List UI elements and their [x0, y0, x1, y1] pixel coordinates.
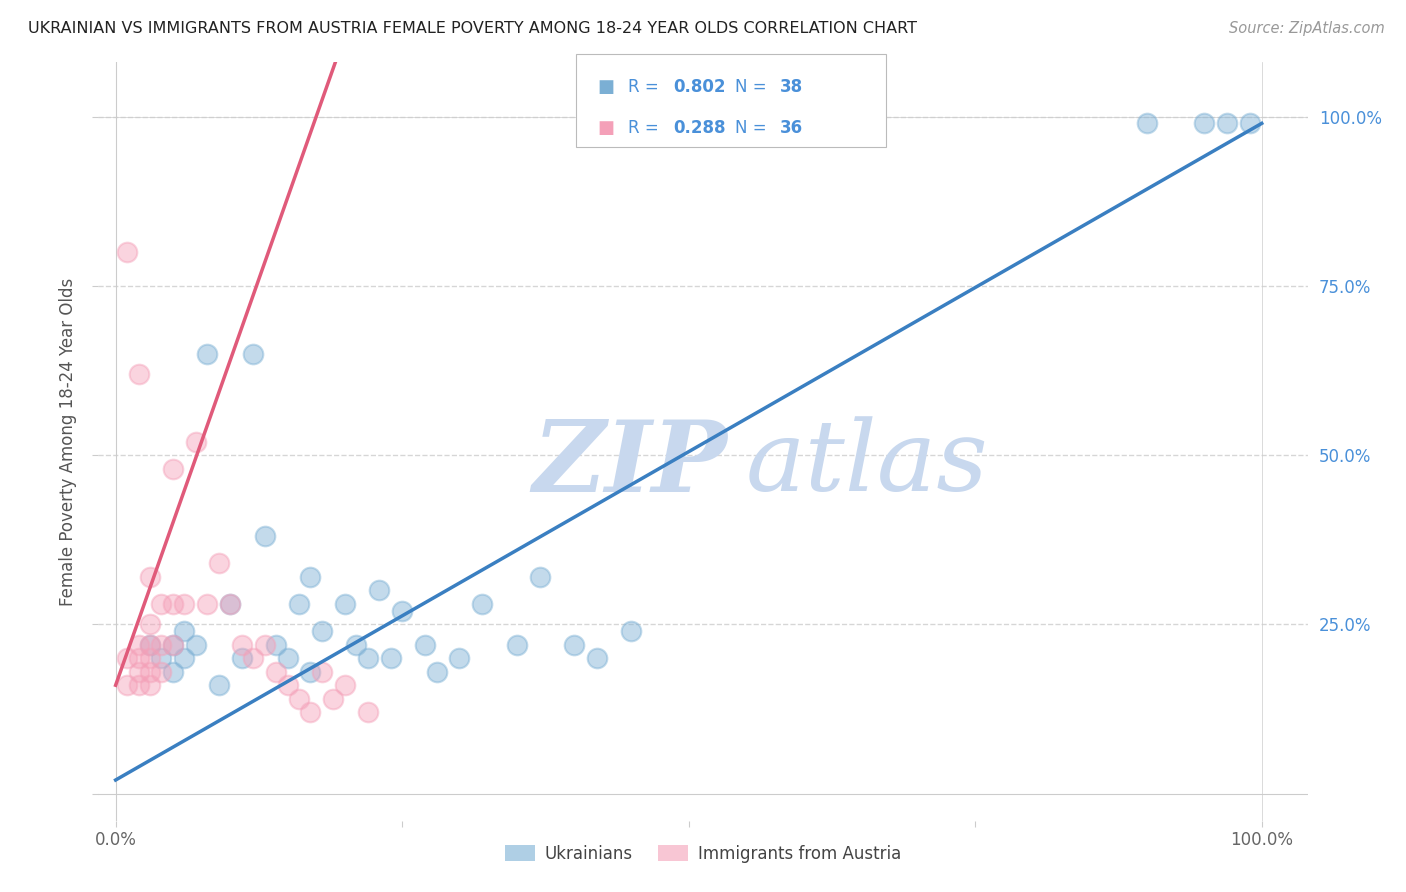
Text: UKRAINIAN VS IMMIGRANTS FROM AUSTRIA FEMALE POVERTY AMONG 18-24 YEAR OLDS CORREL: UKRAINIAN VS IMMIGRANTS FROM AUSTRIA FEM…	[28, 21, 917, 36]
Text: N =: N =	[735, 78, 772, 95]
Point	[288, 597, 311, 611]
Point	[139, 570, 162, 584]
Point	[162, 638, 184, 652]
Point	[184, 434, 207, 449]
Text: N =: N =	[735, 119, 772, 136]
Point	[128, 367, 150, 381]
Point	[380, 651, 402, 665]
Point	[391, 604, 413, 618]
Point	[195, 346, 218, 360]
Text: ■: ■	[598, 78, 614, 95]
Point	[529, 570, 551, 584]
Point	[162, 638, 184, 652]
Point	[139, 678, 162, 692]
Point	[1136, 116, 1159, 130]
Point	[231, 638, 253, 652]
Point	[242, 346, 264, 360]
Point	[1216, 116, 1239, 130]
Point	[195, 597, 218, 611]
Point	[173, 597, 195, 611]
Point	[264, 665, 287, 679]
Point	[128, 678, 150, 692]
Point	[620, 624, 643, 639]
Point	[162, 665, 184, 679]
Point	[231, 651, 253, 665]
Point	[311, 665, 333, 679]
Y-axis label: Female Poverty Among 18-24 Year Olds: Female Poverty Among 18-24 Year Olds	[59, 277, 77, 606]
Point	[139, 617, 162, 632]
Point	[253, 638, 276, 652]
Point	[219, 597, 242, 611]
Point	[184, 638, 207, 652]
Text: Source: ZipAtlas.com: Source: ZipAtlas.com	[1229, 21, 1385, 36]
Point	[139, 651, 162, 665]
Point	[208, 557, 231, 571]
Legend: Ukrainians, Immigrants from Austria: Ukrainians, Immigrants from Austria	[498, 838, 908, 869]
Point	[162, 597, 184, 611]
Point	[139, 638, 162, 652]
Point	[150, 665, 173, 679]
Point	[506, 638, 529, 652]
Point	[128, 665, 150, 679]
Point	[173, 651, 195, 665]
Point	[150, 638, 173, 652]
Text: 38: 38	[780, 78, 803, 95]
Point	[208, 678, 231, 692]
Point	[277, 651, 299, 665]
Point	[219, 597, 242, 611]
Point	[277, 678, 299, 692]
Point	[586, 651, 609, 665]
Point	[128, 638, 150, 652]
Point	[425, 665, 447, 679]
Point	[449, 651, 471, 665]
Point	[471, 597, 494, 611]
Text: 0.802: 0.802	[673, 78, 725, 95]
Point	[322, 691, 344, 706]
Point	[162, 461, 184, 475]
Point	[333, 597, 356, 611]
Point	[357, 651, 380, 665]
Text: R =: R =	[628, 119, 665, 136]
Point	[299, 570, 322, 584]
Point	[1194, 116, 1216, 130]
Point	[299, 665, 322, 679]
Text: 0.288: 0.288	[673, 119, 725, 136]
Text: 36: 36	[780, 119, 803, 136]
Point	[333, 678, 356, 692]
Point	[562, 638, 585, 652]
Point	[1239, 116, 1261, 130]
Point	[139, 665, 162, 679]
Point	[150, 597, 173, 611]
Point	[413, 638, 436, 652]
Point	[150, 651, 173, 665]
Point	[115, 244, 138, 259]
Text: R =: R =	[628, 78, 665, 95]
Point	[357, 706, 380, 720]
Point	[242, 651, 264, 665]
Text: ■: ■	[598, 119, 614, 136]
Point	[115, 651, 138, 665]
Point	[288, 691, 311, 706]
Text: ZIP: ZIP	[533, 416, 727, 513]
Point	[128, 651, 150, 665]
Text: atlas: atlas	[745, 417, 988, 512]
Point	[115, 678, 138, 692]
Point	[264, 638, 287, 652]
Point	[311, 624, 333, 639]
Point	[139, 638, 162, 652]
Point	[344, 638, 367, 652]
Point	[368, 583, 391, 598]
Point	[299, 706, 322, 720]
Point	[173, 624, 195, 639]
Point	[253, 529, 276, 543]
